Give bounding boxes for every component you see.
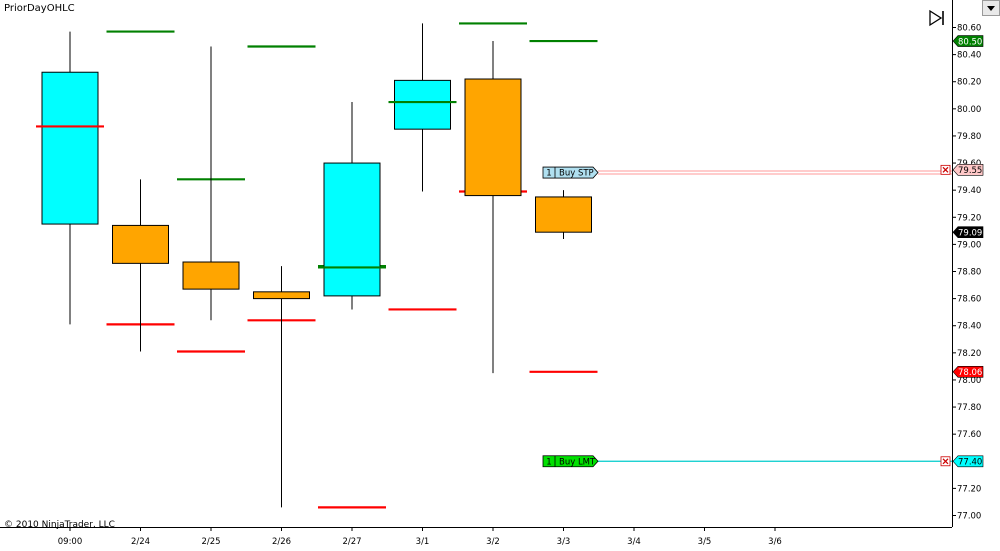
price-marker xyxy=(952,455,984,468)
candle-down xyxy=(112,224,169,264)
order-qty: 1 xyxy=(546,169,551,179)
y-tick-label: 77.20 xyxy=(957,484,981,494)
price-marker xyxy=(952,226,984,238)
y-tick-label: 80.40 xyxy=(957,51,981,61)
x-tick-label: 3/2 xyxy=(486,537,500,547)
order-label: Buy STP xyxy=(559,169,594,179)
x-tick-label: 3/4 xyxy=(627,537,641,547)
panel-title: PriorDayOHLC xyxy=(4,3,75,14)
candle-up xyxy=(394,79,451,130)
candle-down xyxy=(464,78,522,197)
order-tag-shape[interactable] xyxy=(542,166,599,179)
candle-down xyxy=(253,291,310,300)
price-marker-label: 77.40 xyxy=(958,457,982,467)
close-x-stroke xyxy=(942,166,949,173)
price-marker-label: 79.55 xyxy=(958,166,982,176)
copyright-text: © 2010 NinjaTrader, LLC xyxy=(4,520,115,530)
x-tick-label: 3/3 xyxy=(557,537,571,547)
skip-forward-icon[interactable] xyxy=(928,9,946,27)
order-label: Buy LMT xyxy=(559,457,596,467)
y-tick-label: 80.00 xyxy=(957,105,981,115)
candle-down xyxy=(535,196,592,233)
candle-up xyxy=(41,71,99,225)
x-tick-label: 3/5 xyxy=(698,537,712,547)
price-marker-label: 78.06 xyxy=(958,368,982,378)
buy-lmt-order-tag[interactable]: 1 Buy LMT xyxy=(542,455,599,468)
order-tag-shape[interactable] xyxy=(542,455,599,468)
y-tick-label: 77.80 xyxy=(957,403,981,413)
y-tick-label: 79.40 xyxy=(957,186,981,196)
price-marker xyxy=(952,164,984,176)
y-tick-label: 79.00 xyxy=(957,240,981,250)
price-marker-label: 80.50 xyxy=(958,37,982,47)
price-marker xyxy=(952,35,984,47)
x-tick-label: 2/26 xyxy=(272,537,291,547)
candle-up xyxy=(323,162,381,297)
y-tick-label: 78.80 xyxy=(957,268,981,278)
y-tick-label: 78.20 xyxy=(957,349,981,359)
x-tick-label: 09:00 xyxy=(58,537,83,547)
price-marker xyxy=(952,366,984,378)
x-tick-label: 3/6 xyxy=(768,537,782,547)
price-marker-label: 79.09 xyxy=(958,228,982,238)
y-tick-label: 78.00 xyxy=(957,376,981,386)
dropdown-arrow-icon[interactable] xyxy=(982,0,1000,16)
y-tick-label: 78.60 xyxy=(957,295,981,305)
x-tick-label: 2/27 xyxy=(342,537,361,547)
y-tick-label: 80.20 xyxy=(957,78,981,88)
y-tick-label: 77.60 xyxy=(957,430,981,440)
y-tick-label: 78.40 xyxy=(957,322,981,332)
order-qty: 1 xyxy=(546,457,551,467)
y-tick-label: 79.80 xyxy=(957,132,981,142)
x-tick-label: 2/25 xyxy=(201,537,220,547)
x-tick-label: 3/1 xyxy=(416,537,430,547)
buy-stp-order-tag[interactable]: 1 Buy STP xyxy=(542,166,599,179)
y-tick-label: 77.00 xyxy=(957,512,981,522)
x-tick-label: 2/24 xyxy=(131,537,150,547)
candle-down xyxy=(182,261,240,290)
y-tick-label: 80.60 xyxy=(957,24,981,34)
y-tick-label: 79.20 xyxy=(957,213,981,223)
close-x-stroke xyxy=(942,458,949,465)
